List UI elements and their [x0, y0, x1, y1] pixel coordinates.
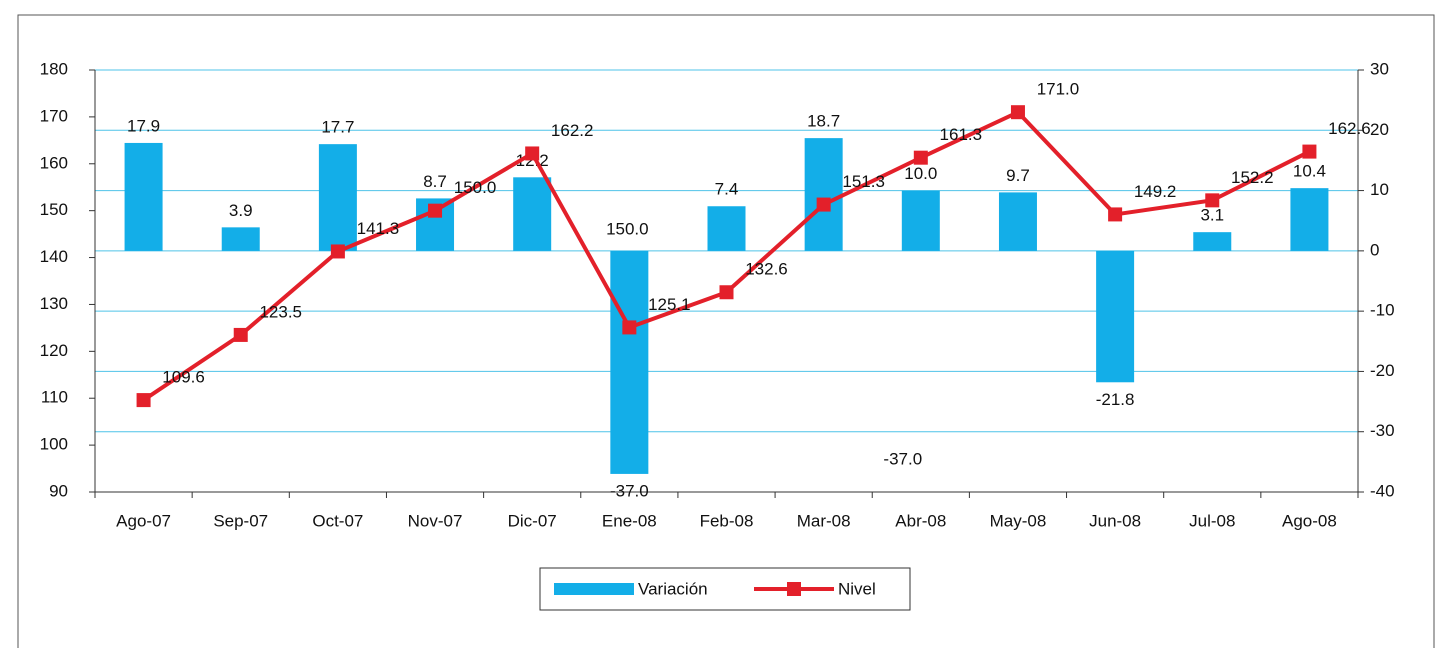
line-marker: [1302, 144, 1317, 159]
x-tick-label: Nov-07: [408, 511, 463, 530]
y2-tick-label: -30: [1370, 421, 1395, 440]
line-value-label: 161.3: [940, 125, 983, 144]
x-tick-label: Abr-08: [895, 511, 946, 530]
y-tick-label: 150: [40, 200, 68, 219]
y-tick-label: 160: [40, 153, 68, 172]
annotation: 150.0: [606, 219, 649, 238]
y2-tick-label: 0: [1370, 240, 1379, 259]
line-value-label: 125.1: [648, 295, 691, 314]
bar: [707, 206, 746, 251]
y2-tick-label: -40: [1370, 481, 1395, 500]
bar: [318, 144, 357, 251]
x-tick-label: Ago-07: [116, 511, 171, 530]
line-value-label: 150.0: [454, 178, 497, 197]
y-tick-label: 100: [40, 435, 68, 454]
line-marker: [330, 244, 345, 259]
line-marker: [136, 393, 151, 408]
y-tick-label: 140: [40, 247, 68, 266]
line-marker: [1010, 105, 1025, 120]
y-tick-label: 120: [40, 341, 68, 360]
line-marker: [525, 146, 540, 161]
bar-value-label: -21.8: [1096, 390, 1135, 409]
x-tick-label: Jun-08: [1089, 511, 1141, 530]
annotation: -37.0: [883, 449, 922, 468]
bar-value-label: 8.7: [423, 172, 447, 191]
bar-value-label: 18.7: [807, 112, 840, 131]
line-value-label: 152.2: [1231, 168, 1274, 187]
bar-value-label: 3.1: [1200, 206, 1224, 225]
bar: [610, 250, 649, 474]
bar: [124, 142, 163, 251]
line-marker: [428, 203, 443, 218]
bar-value-label: -37.0: [610, 481, 649, 500]
line-marker: [1108, 207, 1123, 222]
line-value-label: 162.2: [551, 121, 594, 140]
line-marker: [233, 327, 248, 342]
line-value-label: 109.6: [162, 368, 205, 387]
bar: [804, 138, 843, 251]
legend-swatch: [554, 583, 634, 595]
x-tick-label: Dic-07: [508, 511, 557, 530]
x-tick-label: Mar-08: [797, 511, 851, 530]
line-value-label: 123.5: [259, 302, 302, 321]
line-value-label: 151.3: [842, 172, 885, 191]
bar: [513, 177, 552, 251]
legend-label: Nivel: [838, 579, 876, 598]
x-tick-label: May-08: [990, 511, 1047, 530]
y2-tick-label: 10: [1370, 180, 1389, 199]
bar: [221, 227, 260, 251]
y-tick-label: 90: [49, 481, 68, 500]
x-tick-label: Ago-08: [1282, 511, 1337, 530]
bar: [901, 190, 940, 251]
bar: [1096, 250, 1135, 383]
legend-label: Variación: [638, 579, 708, 598]
line-value-label: 149.2: [1134, 182, 1177, 201]
x-tick-label: Sep-07: [213, 511, 268, 530]
line-marker: [1205, 193, 1220, 208]
line-marker: [913, 150, 928, 165]
bar: [998, 192, 1037, 251]
x-tick-label: Jul-08: [1189, 511, 1235, 530]
bar-value-label: 17.7: [321, 118, 354, 137]
x-tick-label: Ene-08: [602, 511, 657, 530]
bar-value-label: 10.0: [904, 164, 937, 183]
line-marker: [719, 285, 734, 300]
x-tick-label: Oct-07: [312, 511, 363, 530]
y-tick-label: 180: [40, 59, 68, 78]
bar-value-label: 17.9: [127, 116, 160, 135]
y2-tick-label: 30: [1370, 59, 1389, 78]
y2-tick-label: -20: [1370, 361, 1395, 380]
line-marker: [816, 197, 831, 212]
line-value-label: 132.6: [745, 260, 788, 279]
y-tick-label: 170: [40, 106, 68, 125]
y2-tick-label: 20: [1370, 120, 1389, 139]
bar-value-label: 7.4: [715, 180, 739, 199]
line-marker: [622, 320, 637, 335]
line-value-label: 171.0: [1037, 80, 1080, 99]
bar-value-label: 9.7: [1006, 166, 1030, 185]
x-tick-label: Feb-08: [700, 511, 754, 530]
y-tick-label: 130: [40, 294, 68, 313]
y-tick-label: 110: [41, 388, 68, 407]
y2-tick-label: -10: [1370, 301, 1395, 320]
bar: [1290, 188, 1329, 251]
bar-value-label: 3.9: [229, 201, 253, 220]
bar: [1193, 232, 1232, 251]
line-value-label: 162.6: [1328, 119, 1371, 138]
legend-swatch-marker: [787, 582, 801, 596]
bar-value-label: 10.4: [1293, 162, 1326, 181]
line-value-label: 141.3: [357, 219, 400, 238]
chart-frame: [17, 14, 1435, 653]
